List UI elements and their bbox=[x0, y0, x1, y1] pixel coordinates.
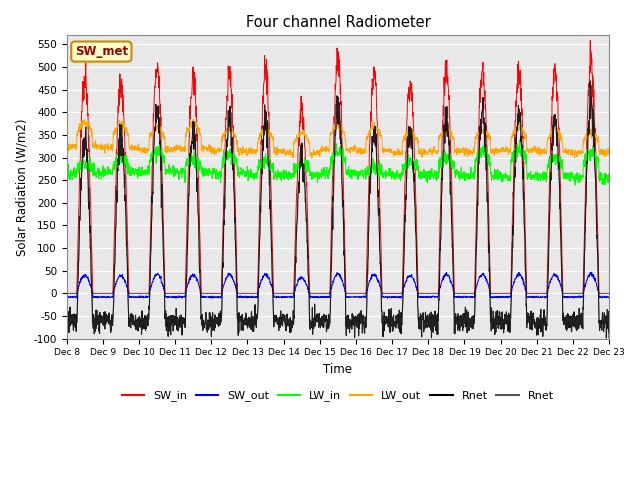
SW_in bbox=[353, 290, 361, 296]
LW_in bbox=[573, 172, 580, 178]
Rnet bbox=[214, 314, 221, 320]
Rnet bbox=[495, 309, 503, 314]
Rnet bbox=[63, 323, 70, 329]
SW_in bbox=[214, 290, 221, 296]
LW_in bbox=[516, 137, 524, 143]
Line: SW_out: SW_out bbox=[67, 272, 609, 299]
SW_in bbox=[63, 290, 70, 296]
Line: LW_out: LW_out bbox=[67, 120, 609, 158]
Rnet bbox=[602, 335, 610, 341]
Line: LW_in: LW_in bbox=[67, 140, 609, 185]
SW_out bbox=[496, 295, 504, 300]
Rnet bbox=[557, 248, 565, 253]
LW_in bbox=[214, 172, 221, 178]
LW_out bbox=[308, 156, 316, 161]
Rnet bbox=[353, 324, 361, 330]
X-axis label: Time: Time bbox=[323, 363, 353, 376]
Rnet bbox=[365, 214, 373, 220]
SW_out bbox=[573, 294, 580, 300]
LW_out bbox=[366, 132, 374, 137]
SW_out bbox=[605, 295, 613, 300]
Rnet bbox=[214, 314, 221, 320]
LW_in bbox=[605, 177, 613, 182]
Rnet bbox=[586, 78, 594, 84]
Rnet bbox=[605, 335, 613, 341]
SW_out bbox=[588, 269, 595, 275]
SW_out bbox=[63, 294, 70, 300]
SW_in bbox=[572, 290, 580, 296]
SW_out bbox=[365, 277, 373, 283]
LW_in bbox=[365, 165, 373, 171]
Line: Rnet: Rnet bbox=[67, 81, 609, 338]
Rnet bbox=[586, 78, 594, 84]
Line: SW_in: SW_in bbox=[67, 40, 609, 293]
Rnet bbox=[557, 248, 565, 253]
LW_in bbox=[495, 175, 503, 181]
Line: Rnet: Rnet bbox=[67, 81, 609, 338]
Rnet bbox=[63, 323, 70, 329]
LW_in bbox=[353, 170, 361, 176]
Rnet bbox=[495, 309, 503, 314]
LW_out bbox=[558, 134, 566, 140]
SW_out bbox=[209, 296, 217, 301]
LW_out bbox=[573, 150, 580, 156]
SW_out bbox=[214, 294, 222, 300]
SW_in bbox=[365, 166, 373, 171]
LW_out bbox=[214, 148, 222, 154]
Rnet bbox=[353, 324, 361, 330]
Legend: SW_in, SW_out, LW_in, LW_out, Rnet, Rnet: SW_in, SW_out, LW_in, LW_out, Rnet, Rnet bbox=[118, 386, 558, 406]
LW_out bbox=[354, 150, 362, 156]
LW_out bbox=[63, 144, 70, 150]
LW_out bbox=[496, 147, 504, 153]
Text: SW_met: SW_met bbox=[75, 45, 128, 58]
LW_out bbox=[190, 117, 198, 122]
Rnet bbox=[365, 214, 373, 220]
LW_in bbox=[572, 182, 579, 188]
SW_in bbox=[586, 37, 594, 43]
LW_out bbox=[605, 147, 613, 153]
Rnet bbox=[605, 335, 613, 341]
Rnet bbox=[602, 335, 610, 341]
Rnet bbox=[572, 319, 580, 325]
SW_out bbox=[354, 294, 362, 300]
Y-axis label: Solar Radiation (W/m2): Solar Radiation (W/m2) bbox=[15, 118, 28, 256]
SW_in bbox=[557, 216, 565, 222]
SW_out bbox=[557, 285, 565, 290]
LW_in bbox=[557, 158, 565, 164]
SW_in bbox=[495, 290, 503, 296]
Title: Four channel Radiometer: Four channel Radiometer bbox=[246, 15, 430, 30]
Rnet bbox=[572, 319, 580, 325]
LW_in bbox=[63, 169, 70, 175]
SW_in bbox=[605, 290, 613, 296]
